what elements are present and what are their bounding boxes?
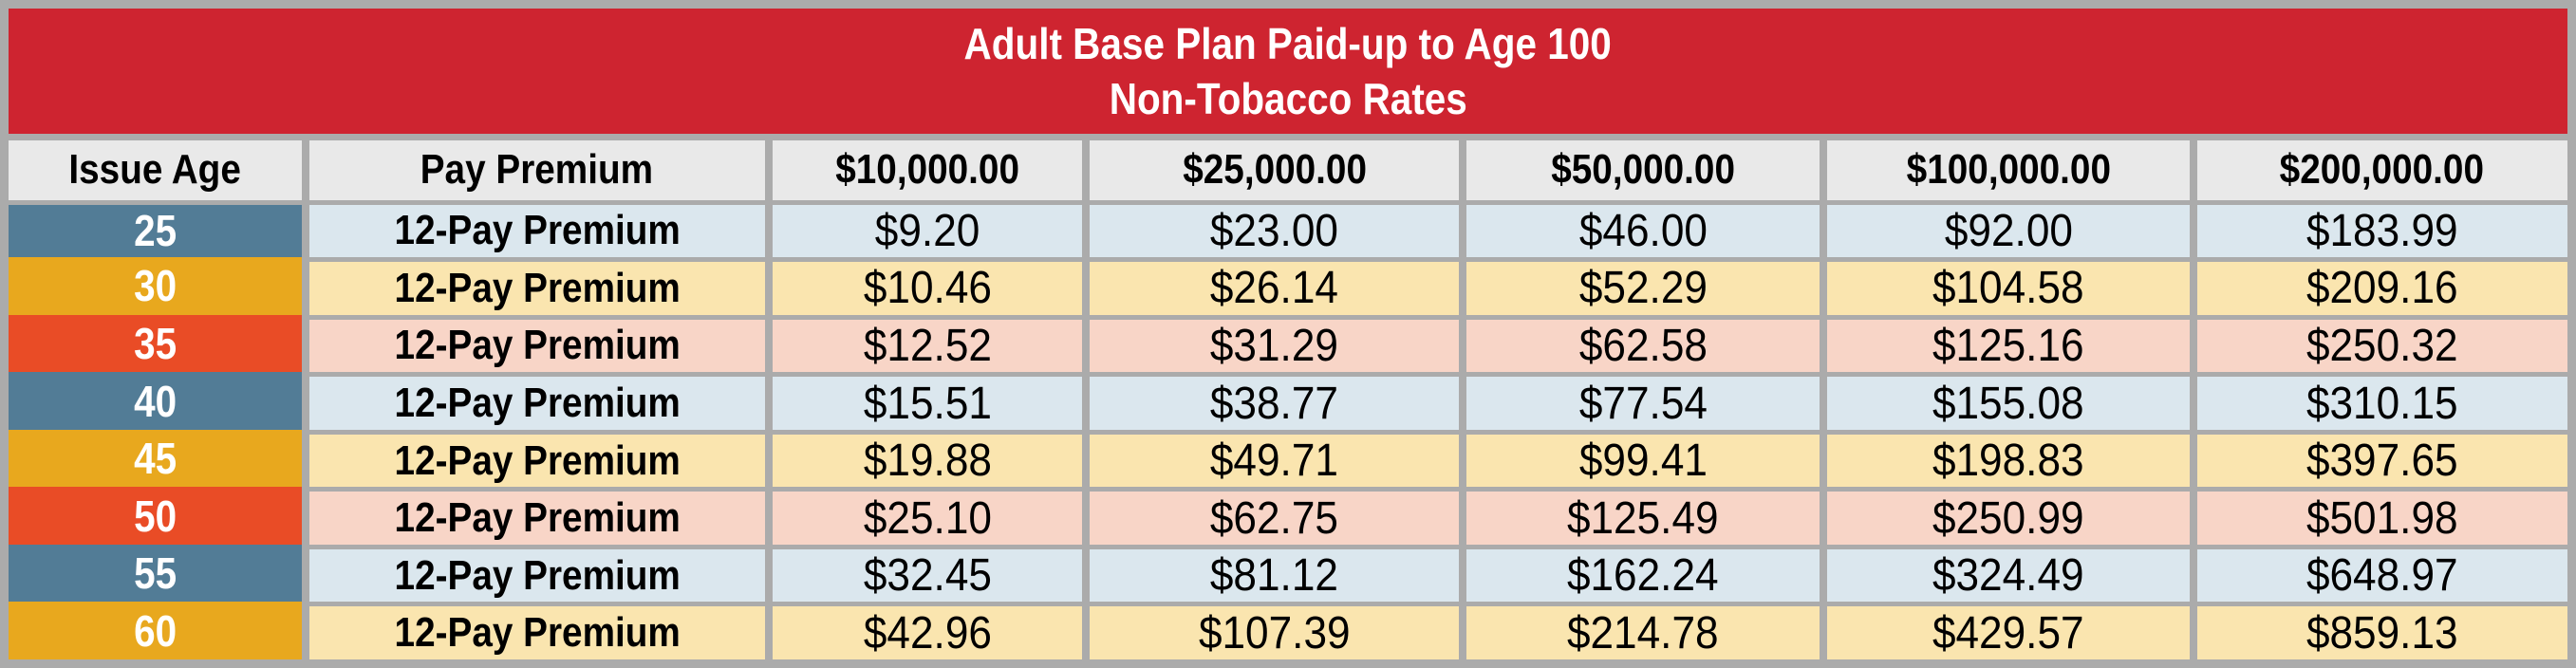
rate-cell: $125.49 [1465,492,1820,545]
pay-premium-label-cell: 12-Pay Premium [309,204,765,258]
issue-age-cell: 30 [9,257,303,315]
column-header-25000: $25,000.00 [1090,140,1459,200]
rate-cell: $38.77 [1090,377,1459,430]
pay-premium-label-cell: 12-Pay Premium [309,434,765,488]
issue-age-cell: 55 [9,544,303,603]
pay-premium-label-cell: 12-Pay Premium [309,319,765,373]
issue-age-cell: 35 [9,314,303,373]
rate-cell: $648.97 [2196,548,2567,603]
pay-premium-label-cell: 12-Pay Premium [309,606,765,659]
column-header-pay-premium: Pay Premium [309,140,765,200]
rate-cell: $77.54 [1465,377,1820,430]
rate-cell: $92.00 [1827,204,2190,258]
rate-cell: $15.51 [772,377,1083,430]
rate-cell: $125.16 [1827,319,2190,373]
rate-cell: $52.29 [1465,262,1820,315]
rate-cell: $107.39 [1090,606,1459,659]
issue-age-cell: 45 [9,429,303,488]
rate-cell: $209.16 [2196,262,2567,315]
rate-cell: $99.41 [1465,434,1820,488]
rate-cell: $42.96 [772,606,1083,659]
rate-cell: $214.78 [1465,606,1820,659]
title-line-2: Non-Tobacco Rates [1109,74,1467,123]
column-header-200000: $200,000.00 [2196,140,2567,200]
pay-premium-label-cell: 12-Pay Premium [309,377,765,430]
rate-cell: $10.46 [772,262,1083,315]
pay-premium-label-cell: 12-Pay Premium [309,492,765,545]
column-header-issue-age: Issue Age [9,140,303,200]
rate-cell: $62.75 [1090,492,1459,545]
rate-cell: $104.58 [1827,262,2190,315]
rate-cell: $9.20 [772,204,1083,258]
rate-cell: $23.00 [1090,204,1459,258]
column-header-10000: $10,000.00 [772,140,1083,200]
rate-cell: $32.45 [772,548,1083,603]
rate-cell: $26.14 [1090,262,1459,315]
title-line-1: Adult Base Plan Paid-up to Age 100 [963,19,1613,68]
column-header-50000: $50,000.00 [1465,140,1820,200]
rate-cell: $19.88 [772,434,1083,488]
rate-cell: $12.52 [772,319,1083,373]
issue-age-cell: 40 [9,372,303,430]
rate-cell: $429.57 [1827,606,2190,659]
rate-cell: $859.13 [2196,606,2567,659]
rate-cell: $183.99 [2196,204,2567,258]
rate-cell: $250.32 [2196,319,2567,373]
rate-cell: $25.10 [772,492,1083,545]
rate-cell: $397.65 [2196,434,2567,488]
rate-cell: $162.24 [1465,548,1820,603]
rate-cell: $250.99 [1827,492,2190,545]
rate-cell: $46.00 [1465,204,1820,258]
column-header-100000: $100,000.00 [1827,140,2190,200]
rate-cell: $324.49 [1827,548,2190,603]
rate-cell: $155.08 [1827,377,2190,430]
table-title: Adult Base Plan Paid-up to Age 100 Non-T… [9,9,2567,134]
issue-age-cell: 60 [9,602,303,659]
rate-cell: $198.83 [1827,434,2190,488]
issue-age-cell: 50 [9,487,303,545]
rates-table: Issue Age Pay Premium $10,000.00 $25,000… [9,140,2567,659]
issue-age-cell: 25 [9,204,303,258]
pay-premium-label-cell: 12-Pay Premium [309,548,765,603]
rate-cell: $49.71 [1090,434,1459,488]
rate-cell: $62.58 [1465,319,1820,373]
rate-cell: $310.15 [2196,377,2567,430]
rate-cell: $31.29 [1090,319,1459,373]
pay-premium-label-cell: 12-Pay Premium [309,262,765,315]
rate-cell: $501.98 [2196,492,2567,545]
rate-cell: $81.12 [1090,548,1459,603]
